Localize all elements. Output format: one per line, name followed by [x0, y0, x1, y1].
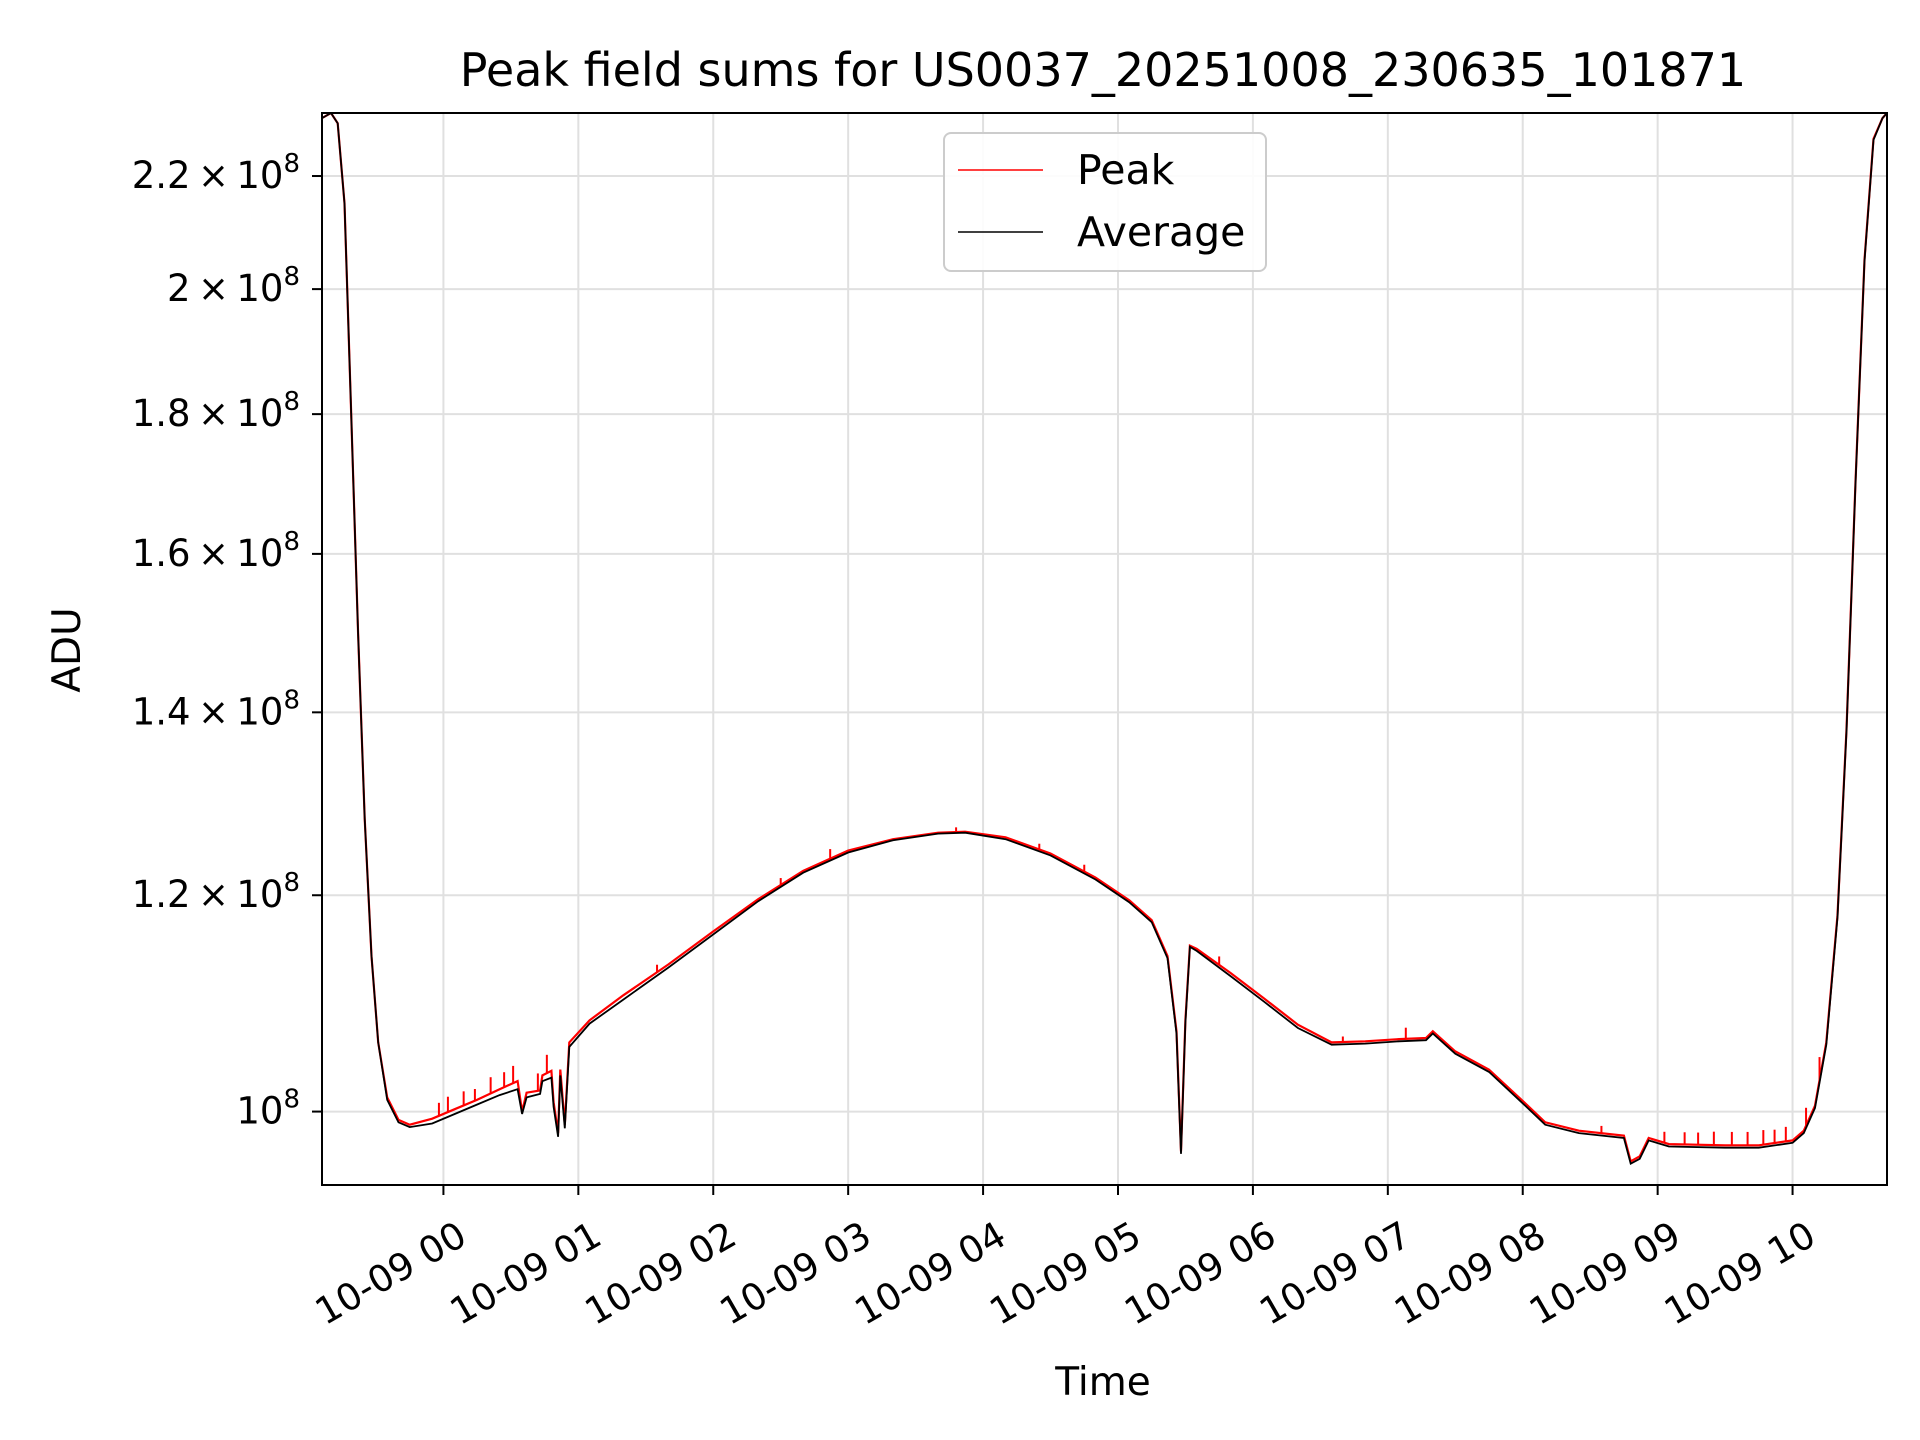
- legend-box: [943, 132, 1267, 272]
- x-axis-label: Time: [1054, 1360, 1150, 1405]
- y-axis-label: ADU: [45, 607, 90, 692]
- y-axis: 108 1.2 × 108 1.4 × 108 1.6 × 108 1.8 × 108 2…: [132, 149, 322, 1133]
- average-series-line: [322, 113, 1887, 1166]
- y-tick-label: 108: [236, 1085, 300, 1133]
- y-tick-label: 1.4 × 108: [132, 685, 300, 733]
- plot-frame: [321, 112, 1888, 1186]
- chart-title: Peak field sums for US0037_20251008_2306…: [460, 43, 1746, 97]
- peak-series-line: [322, 113, 1887, 1163]
- y-tick-label: 1.2 × 108: [132, 868, 300, 916]
- grid: [322, 113, 1887, 1185]
- y-tick-label: 2.2 × 108: [132, 149, 300, 197]
- y-tick-label: 2 × 108: [167, 262, 300, 310]
- y-tick-label: 1.8 × 108: [132, 387, 300, 435]
- legend: Peak Average: [943, 132, 1267, 272]
- y-tick-label: 1.6 × 108: [132, 527, 300, 575]
- legend-average-label: Average: [1077, 208, 1245, 256]
- series-layer: [322, 113, 1887, 1166]
- legend-peak-label: Peak: [1077, 146, 1175, 194]
